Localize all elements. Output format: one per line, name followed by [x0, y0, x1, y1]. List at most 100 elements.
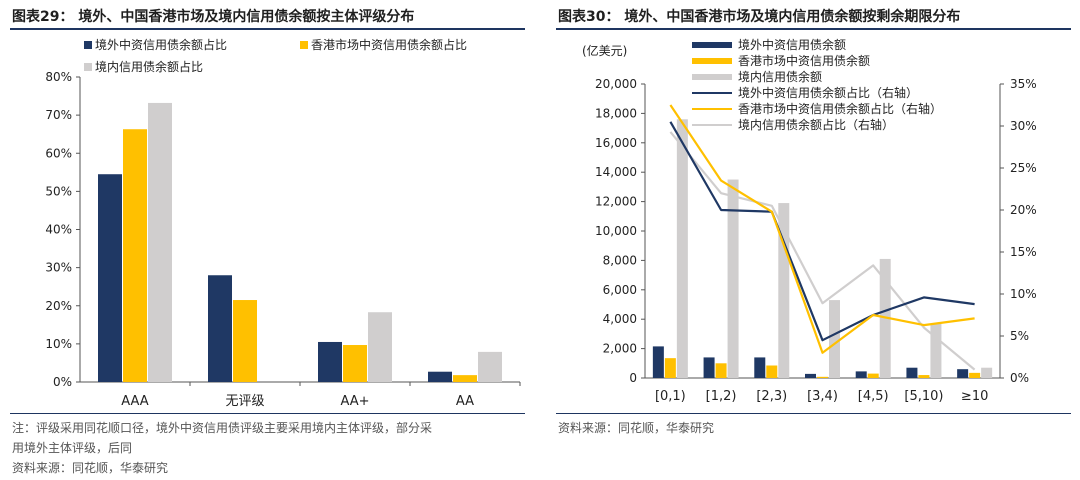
- right-ratio-line: [669, 121, 975, 342]
- right-y-tick-label: 10,000: [595, 224, 637, 238]
- right-y-tick-label: 18,000: [595, 106, 637, 120]
- right-x-tick-label: [1,2): [706, 389, 737, 404]
- right-y-axis: 0 2,000 4,000 6,000 8,000 10,000 12,000 14,000 1…: [595, 77, 645, 385]
- left-chart-title: 图表29： 境外、中国香港市场及境内信用债余额按主体评级分布: [12, 9, 415, 25]
- right-bar: [703, 357, 715, 378]
- right-bar: [727, 179, 739, 378]
- legend-label-onshore-share: 境内信用债余额占比: [95, 59, 203, 74]
- left-x-tick-label: AA+: [340, 394, 369, 409]
- left-x-axis: AAA 无评级 AA+ AA: [121, 382, 521, 409]
- left-bar: [233, 300, 257, 382]
- left-title-rule: [10, 28, 525, 30]
- left-chart: 0% 10% 20% 30% 40% 50% 60% 70% 80% AAA 无评级 AA+ AA 境…: [45, 37, 521, 409]
- legend-label-offshore-share: 境外中资信用债余额占比: [95, 37, 227, 52]
- left-bar: [453, 375, 477, 382]
- left-bar: [123, 129, 147, 382]
- left-bar: [318, 341, 342, 382]
- right-y2-tick-label: 35%: [1010, 77, 1037, 91]
- right-lines: [669, 104, 976, 371]
- right-bottom-rule: [556, 413, 1071, 414]
- right-bar: [805, 373, 816, 378]
- right-y-tick-label: 4,000: [603, 312, 637, 326]
- right-x-tick-label: [3,4): [807, 389, 838, 404]
- left-y-tick-label: 10%: [45, 337, 72, 351]
- left-y-tick-label: 30%: [45, 261, 72, 275]
- right-bar: [829, 300, 840, 378]
- left-bar: [208, 275, 232, 382]
- right-y2-tick-label: 15%: [1010, 245, 1037, 259]
- legend-swatch-hk-balance: [692, 58, 732, 64]
- right-bar: [855, 371, 867, 378]
- right-y-unit-label: (亿美元): [582, 43, 627, 58]
- left-legend: 境外中资信用债余额占比 香港市场中资信用债余额占比 境内信用债余额占比: [84, 37, 467, 74]
- right-y2-tick-label: 10%: [1010, 287, 1037, 301]
- left-bar: [343, 345, 367, 382]
- right-y-tick-label: 2,000: [603, 342, 637, 356]
- left-y-tick-label: 40%: [45, 223, 72, 237]
- legend-label-onshore-ratio: 境内信用债余额占比（右轴）: [738, 117, 894, 132]
- left-y-tick-label: 70%: [45, 108, 72, 122]
- right-x-axis: [0,1) [1,2) [2,3) [3,4) [4,5) [5,10) ≥10: [655, 389, 988, 404]
- right-bar: [778, 203, 790, 378]
- left-bar: [98, 174, 122, 382]
- legend-label-onshore-balance: 境内信用债余额: [738, 69, 822, 84]
- left-bar: [148, 102, 172, 383]
- left-y-tick-label: 80%: [45, 70, 72, 84]
- right-x-tick-label: [5,10): [904, 389, 943, 404]
- right-y2-tick-label: 5%: [1010, 329, 1029, 343]
- right-bar: [906, 367, 918, 378]
- right-source: 资料来源：同花顺，华泰研究: [558, 421, 715, 435]
- legend-label-hk-share: 香港市场中资信用债余额占比: [311, 37, 467, 52]
- right-y-tick-label: 16,000: [595, 136, 637, 150]
- left-source: 资料来源：同花顺，华泰研究: [12, 461, 169, 475]
- left-note-line1: 注：评级采用同花顺口径，境外中资信用债评级主要采用境内主体评级，部分采: [12, 421, 433, 435]
- right-y2-axis: 0% 5% 10% 15% 20% 25% 30% 35%: [1000, 77, 1037, 385]
- right-y-tick-label: 6,000: [603, 283, 637, 297]
- left-bar: [368, 312, 392, 382]
- right-y-tick-label: 14,000: [595, 165, 637, 179]
- legend-swatch-onshore-share: [84, 63, 92, 71]
- right-y-tick-label: 8,000: [603, 253, 637, 267]
- right-y-tick-label: 0: [629, 371, 637, 385]
- left-y-axis: 0% 10% 20% 30% 40% 50% 60% 70% 80%: [45, 70, 80, 389]
- left-y-tick-label: 20%: [45, 299, 72, 313]
- right-bar: [930, 323, 942, 378]
- legend-label-offshore-ratio: 境外中资信用债余额占比（右轴）: [738, 85, 918, 100]
- right-y2-tick-label: 0%: [1010, 371, 1029, 385]
- left-bottom-rule: [10, 413, 525, 414]
- left-bar: [428, 371, 452, 382]
- right-bar: [766, 365, 778, 378]
- right-bar: [867, 373, 879, 378]
- legend-label-hk-balance: 香港市场中资信用债余额: [738, 53, 870, 68]
- right-bar: [918, 375, 930, 378]
- right-x-tick-label: [2,3): [756, 389, 787, 404]
- right-bar: [981, 367, 993, 378]
- left-bars: [98, 102, 502, 383]
- right-x-tick-label: [4,5): [858, 389, 889, 404]
- right-bar: [817, 376, 828, 378]
- right-y2-tick-label: 30%: [1010, 119, 1037, 133]
- right-chart: (亿美元) 0 2,000 4,000 6,000 8,000 10,000 12,000 1…: [582, 37, 1037, 404]
- legend-label-hk-ratio: 香港市场中资信用债余额占比（右轴）: [738, 101, 942, 116]
- legend-swatch-offshore-share: [84, 41, 92, 49]
- right-ratio-line: [669, 104, 975, 354]
- legend-swatch-onshore-balance: [692, 74, 732, 80]
- legend-swatch-hk-share: [300, 41, 308, 49]
- legend-label-offshore-balance: 境外中资信用债余额: [738, 37, 846, 52]
- right-x-tick-label: [0,1): [655, 389, 686, 404]
- right-bar: [715, 363, 727, 378]
- right-title-rule: [556, 28, 1071, 30]
- right-chart-title: 图表30： 境外、中国香港市场及境内信用债余额按剩余期限分布: [558, 9, 961, 25]
- right-bar: [664, 358, 676, 378]
- right-x-tick-label: ≥10: [961, 389, 988, 404]
- left-x-tick-label: 无评级: [225, 394, 264, 409]
- left-y-tick-label: 0%: [53, 375, 72, 389]
- right-bar: [957, 369, 969, 378]
- right-legend: 境外中资信用债余额 香港市场中资信用债余额 境内信用债余额 境外中资信用债余额占…: [692, 37, 942, 132]
- right-y-tick-label: 12,000: [595, 195, 637, 209]
- left-x-tick-label: AA: [456, 394, 474, 409]
- right-bar: [676, 119, 688, 378]
- right-bar: [652, 346, 664, 378]
- left-bar: [478, 351, 502, 382]
